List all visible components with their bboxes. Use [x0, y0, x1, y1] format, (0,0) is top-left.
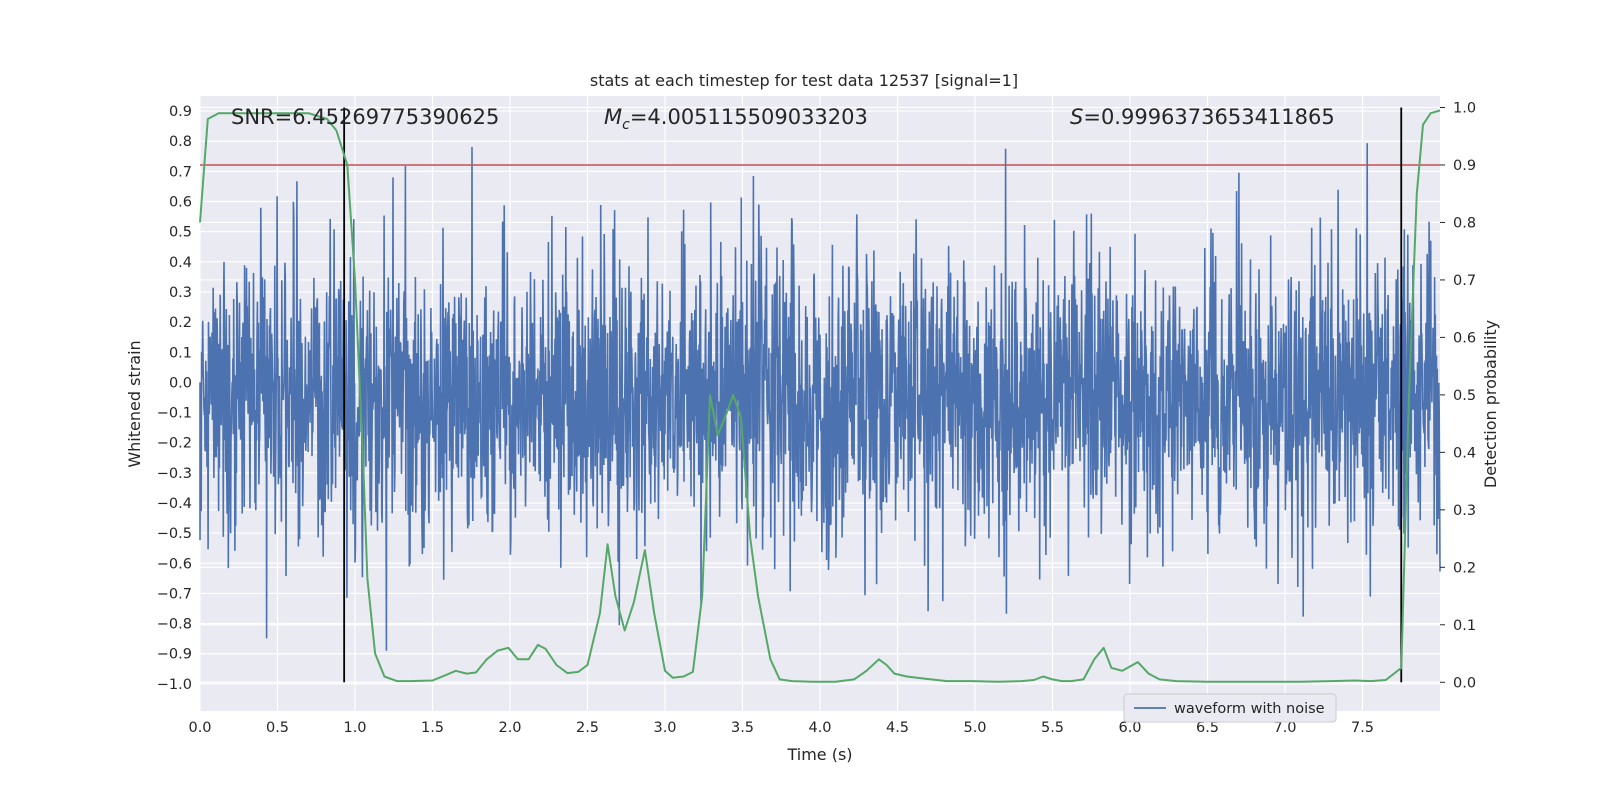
right-tick-labels: 1.0 0.9 0.8 0.7 0.6 0.5 0.4 0.3 0.2 0.1 0.0 [1440, 100, 1476, 691]
y-tick-label: 0.1 [169, 345, 192, 361]
y-tick-label: −0.8 [157, 617, 192, 633]
y-tick-label: −0.9 [157, 647, 192, 663]
y-right-tick-label: 0.5 [1453, 388, 1476, 404]
x-tick-label: 1.0 [343, 720, 366, 736]
probability-line [199, 109, 1441, 683]
mc-annotation: Mc=4.005115509033203 [604, 105, 868, 133]
x-tick-label: 0.5 [266, 720, 289, 736]
y-tick-label: 0.3 [169, 285, 192, 301]
chart-title: stats at each timestep for test data 125… [590, 71, 1018, 90]
x-tick-labels: 0.0 0.5 1.0 1.5 2.0 2.5 3.0 3.5 4.0 4.5 5.0 5.5 6.0 6… [188, 720, 1374, 736]
x-tick-label: 6.0 [1118, 720, 1141, 736]
y-tick-label: −0.6 [157, 556, 192, 572]
y-tick-label: 0.9 [169, 104, 192, 120]
overlays [199, 107, 1441, 683]
y-right-tick-label: 0.0 [1453, 675, 1476, 691]
snr-annotation: SNR=6.45269775390625 [231, 105, 499, 129]
y-right-tick-label: 0.9 [1453, 158, 1476, 174]
y-tick-label: 0.7 [169, 164, 192, 180]
legend-label: waveform with noise [1174, 701, 1325, 717]
strain-series [199, 143, 1441, 651]
y-right-tick-label: 1.0 [1453, 100, 1476, 116]
y-axis-label: Whitened strain [125, 340, 144, 467]
y-right-tick-label: 0.1 [1453, 618, 1476, 634]
y-right-tick-label: 0.6 [1453, 330, 1476, 346]
y-tick-label: −1.0 [157, 677, 192, 693]
y-tick-label: −0.7 [157, 586, 192, 602]
y-right-axis-label: Detection probability [1481, 320, 1500, 488]
x-tick-label: 2.5 [576, 720, 599, 736]
x-tick-label: 4.0 [808, 720, 831, 736]
x-tick-label: 2.0 [498, 720, 521, 736]
x-tick-label: 6.5 [1196, 720, 1219, 736]
legend-box [1123, 693, 1337, 723]
y-tick-label: −0.2 [157, 436, 192, 452]
y-tick-label: −0.5 [157, 526, 192, 542]
y-tick-label: 0.6 [169, 195, 192, 211]
y-tick-label: −0.4 [157, 496, 192, 512]
y-tick-label: 0.0 [169, 375, 192, 391]
y-right-tick-label: 0.7 [1453, 273, 1476, 289]
x-axis-label: Time (s) [786, 745, 852, 764]
x-tick-label: 5.5 [1041, 720, 1064, 736]
s-annotation: S=0.9996373653411865 [1070, 105, 1335, 129]
x-tick-label: 7.5 [1351, 720, 1374, 736]
y-right-tick-label: 0.8 [1453, 215, 1476, 231]
y-tick-label: −0.1 [157, 406, 192, 422]
x-tick-label: 7.0 [1273, 720, 1296, 736]
x-tick-label: 4.5 [886, 720, 909, 736]
y-right-tick-label: 0.3 [1453, 503, 1476, 519]
legend: waveform with noise [1123, 693, 1337, 723]
y-tick-label: 0.8 [169, 134, 192, 150]
x-tick-label: 1.5 [421, 720, 444, 736]
x-tick-label: 3.5 [731, 720, 754, 736]
y-right-tick-label: 0.2 [1453, 560, 1476, 576]
y-tick-label: 0.5 [169, 225, 192, 241]
left-tick-labels: 0.9 0.8 0.7 0.6 0.5 0.4 0.3 0.2 0.1 0.0 −0.1 −0.2 −0… [157, 104, 192, 693]
y-right-tick-label: 0.4 [1453, 445, 1476, 461]
x-tick-label: 5.0 [963, 720, 986, 736]
x-tick-label: 0.0 [188, 720, 211, 736]
x-tick-label: 3.0 [653, 720, 676, 736]
strain-line [199, 143, 1441, 651]
y-tick-label: 0.4 [169, 255, 192, 271]
y-tick-label: −0.3 [157, 466, 192, 482]
y-tick-label: 0.2 [169, 315, 192, 331]
